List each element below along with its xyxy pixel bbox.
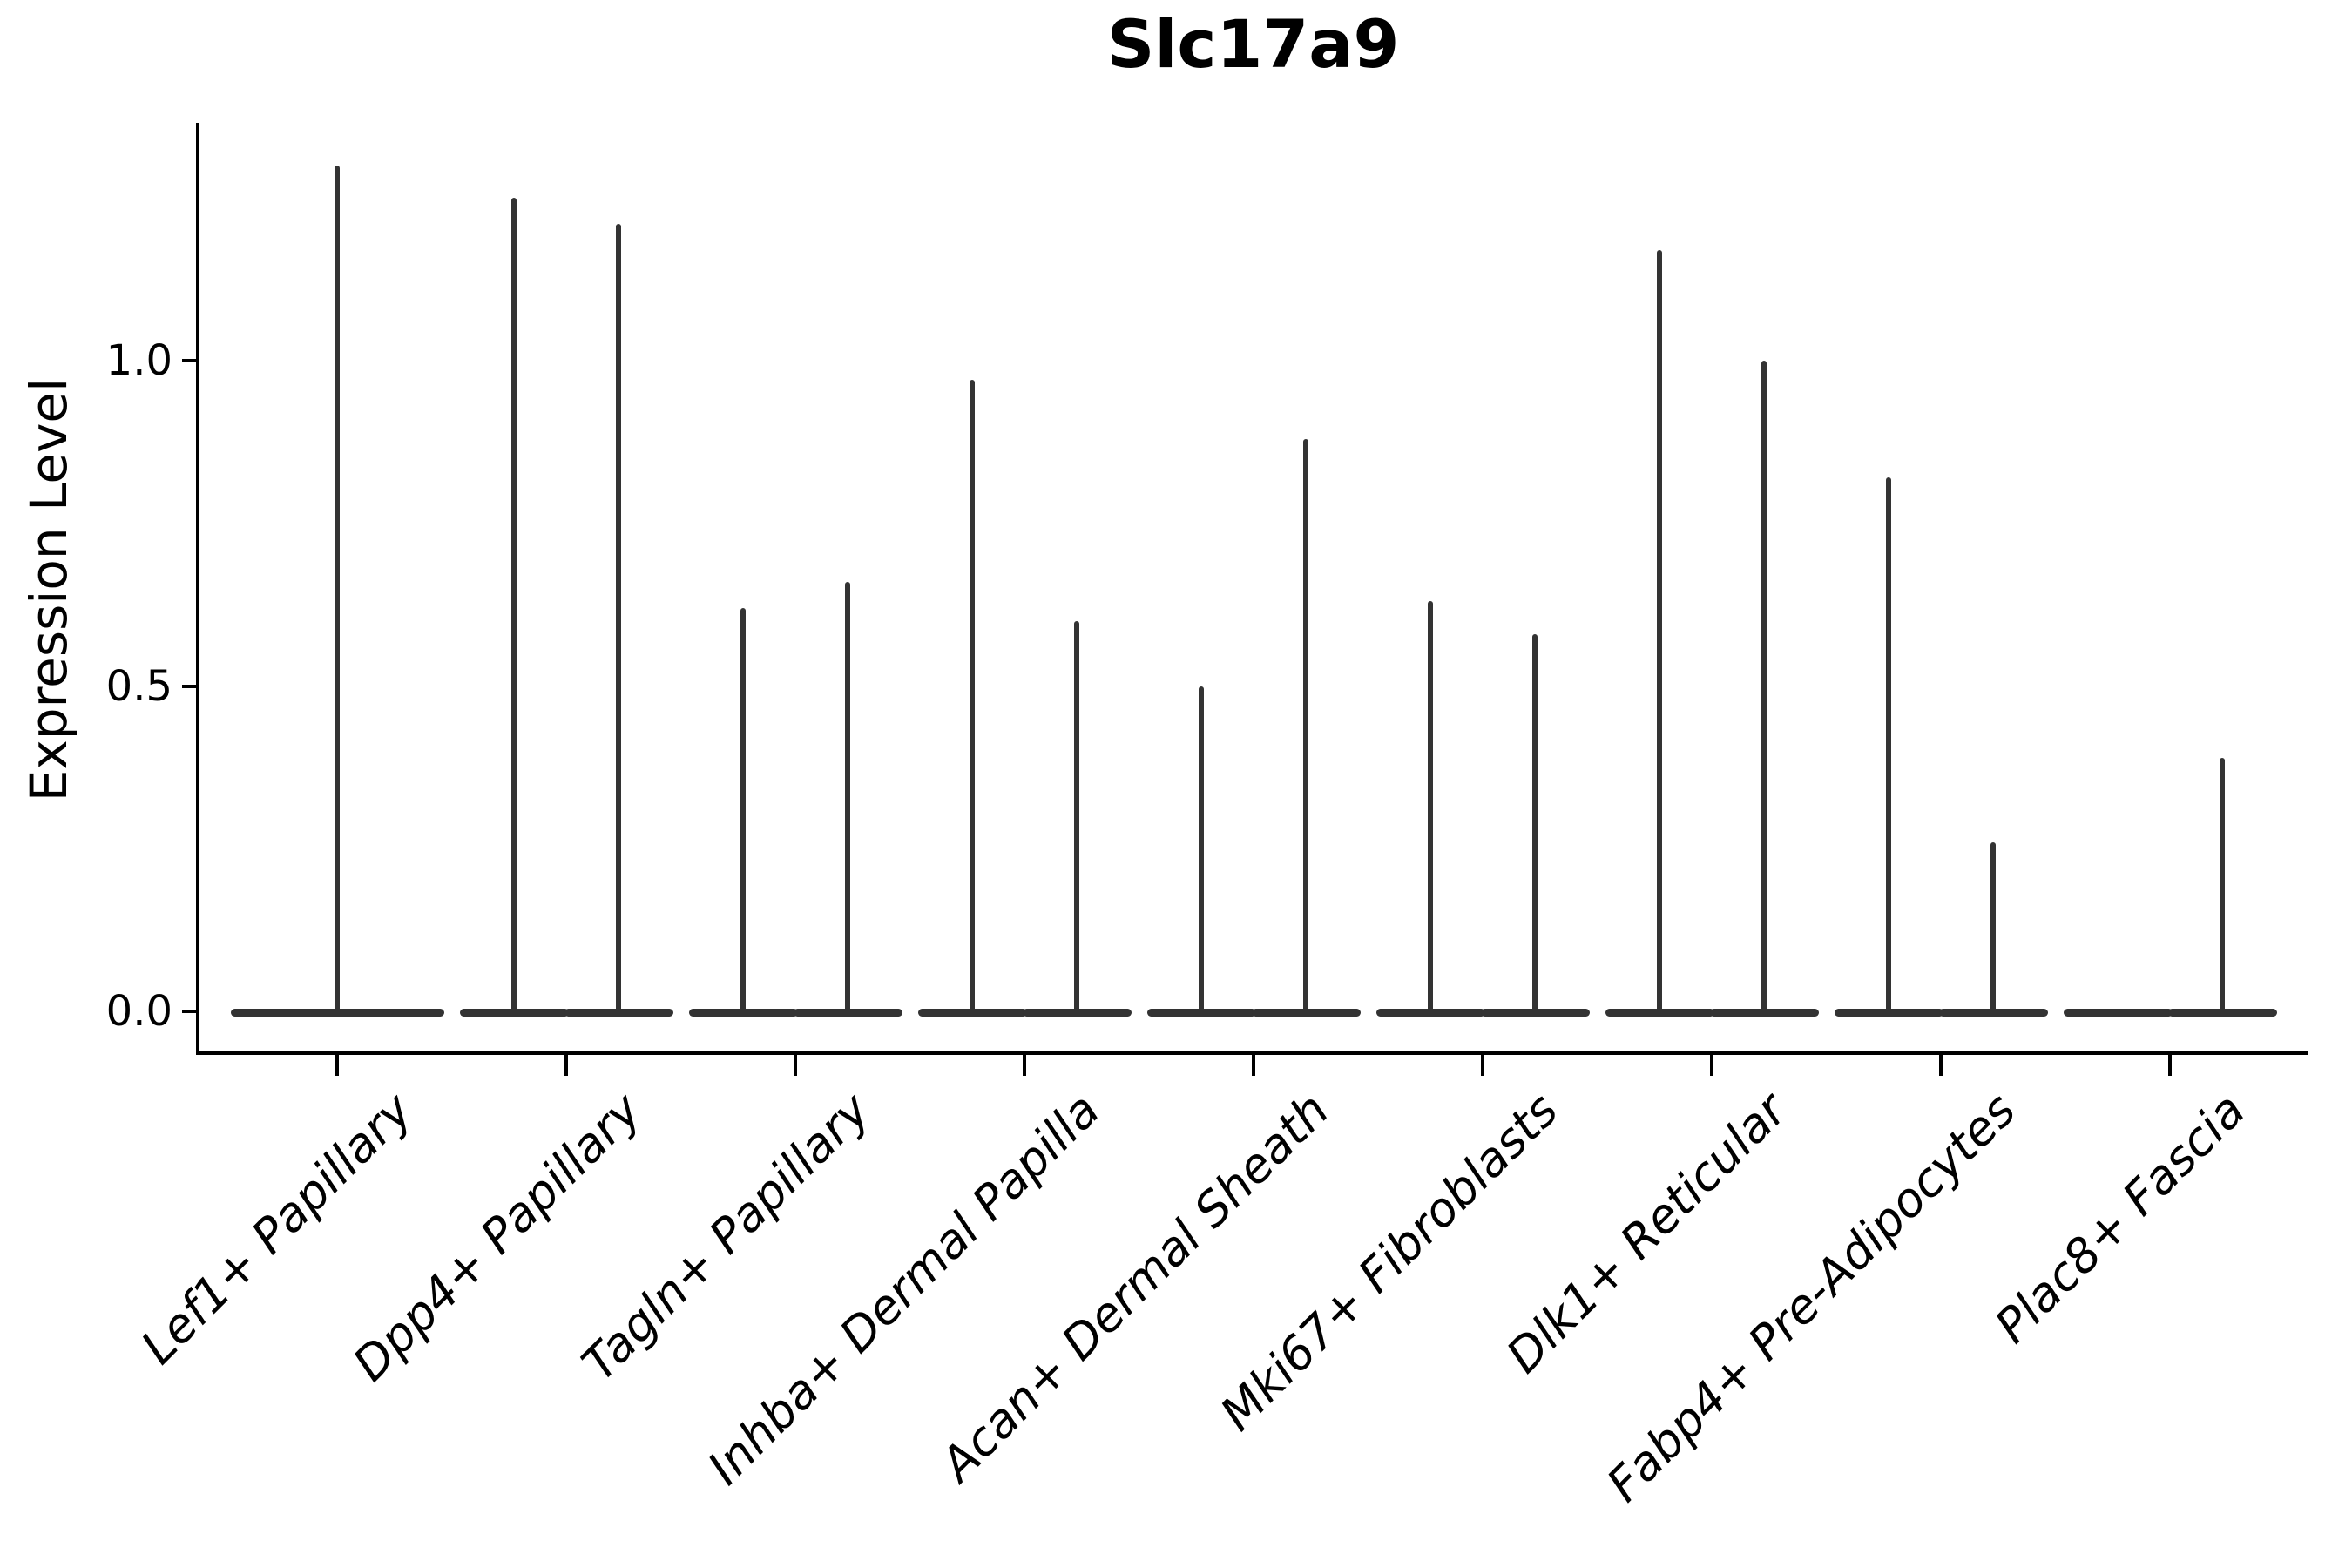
x-axis-tick xyxy=(1252,1055,1255,1076)
x-axis-spine xyxy=(196,1051,2308,1055)
x-axis-tick xyxy=(2168,1055,2172,1076)
violin-spike xyxy=(740,607,746,1016)
x-tick-label: Inhba+ Dermal Papilla xyxy=(697,1082,1111,1496)
y-tick-label: 0.0 xyxy=(105,987,172,1036)
x-tick-label: Acan+ Dermal Sheath xyxy=(929,1082,1340,1492)
violin-spike xyxy=(970,380,975,1016)
violin-spike xyxy=(1199,686,1204,1016)
violin-spike xyxy=(1761,361,1767,1016)
violin-spike xyxy=(1532,633,1538,1016)
x-axis-tick xyxy=(1481,1055,1484,1076)
violin-spike xyxy=(1428,601,1433,1016)
x-axis-tick xyxy=(794,1055,797,1076)
violin-spike xyxy=(1303,438,1308,1016)
x-axis-tick xyxy=(1023,1055,1026,1076)
y-axis-tick xyxy=(182,684,196,688)
violin-spike xyxy=(1990,841,1996,1016)
violin-spike xyxy=(335,165,340,1016)
violin-spike xyxy=(1074,620,1079,1016)
violin-base xyxy=(2063,1008,2173,1017)
x-axis-tick xyxy=(1710,1055,1713,1076)
x-axis-tick xyxy=(1939,1055,1943,1076)
violin-spike xyxy=(1886,477,1891,1016)
violin-spike xyxy=(1657,250,1662,1016)
y-axis-spine xyxy=(196,123,199,1055)
x-axis-tick xyxy=(335,1055,339,1076)
y-tick-label: 1.0 xyxy=(105,336,172,385)
y-axis-tick xyxy=(182,359,196,362)
x-tick-label: Fabp4+ Pre-Adipocytes xyxy=(1596,1082,2027,1512)
violin-spike xyxy=(616,224,621,1016)
violin-spike xyxy=(511,198,517,1016)
chart-title: Slc17a9 xyxy=(1106,5,1400,83)
y-tick-label: 0.5 xyxy=(105,661,172,711)
violin-spike xyxy=(2220,757,2225,1016)
violin-spike xyxy=(845,581,850,1016)
x-tick-label: Plac8+ Fascia xyxy=(1984,1082,2256,1354)
x-axis-tick xyxy=(564,1055,568,1076)
y-axis-label: Expression Level xyxy=(19,377,78,802)
y-axis-tick xyxy=(182,1010,196,1013)
